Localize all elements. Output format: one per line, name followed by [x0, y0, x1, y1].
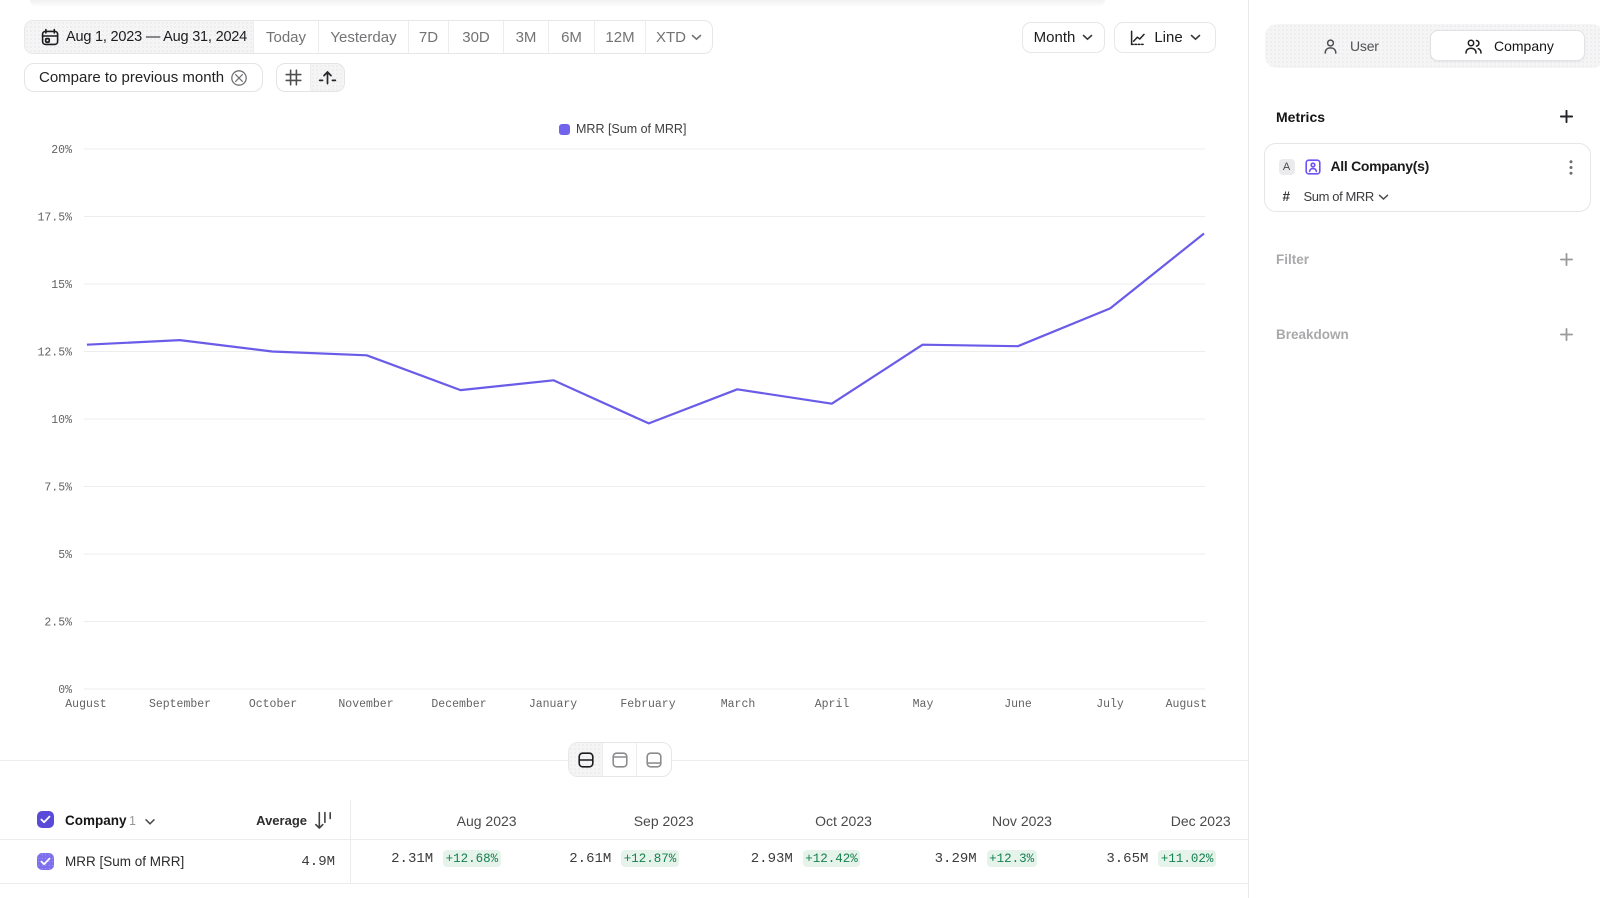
svg-text:October: October: [249, 698, 297, 711]
svg-text:April: April: [815, 698, 850, 711]
svg-text:20%: 20%: [51, 144, 72, 157]
svg-text:September: September: [149, 698, 211, 711]
svg-text:August: August: [1166, 698, 1207, 711]
svg-text:May: May: [913, 698, 934, 711]
svg-text:2.5%: 2.5%: [44, 617, 72, 630]
svg-text:15%: 15%: [51, 279, 72, 292]
svg-text:March: March: [721, 698, 756, 711]
svg-text:August: August: [65, 698, 106, 711]
svg-text:July: July: [1096, 698, 1124, 711]
svg-text:December: December: [431, 698, 486, 711]
svg-text:0%: 0%: [58, 684, 72, 697]
svg-text:5%: 5%: [58, 549, 72, 562]
svg-text:February: February: [620, 698, 675, 711]
svg-text:7.5%: 7.5%: [44, 482, 72, 495]
svg-text:10%: 10%: [51, 414, 72, 427]
svg-text:January: January: [529, 698, 577, 711]
svg-text:17.5%: 17.5%: [37, 212, 72, 225]
svg-text:June: June: [1004, 698, 1032, 711]
svg-text:12.5%: 12.5%: [37, 347, 72, 360]
svg-text:November: November: [338, 698, 393, 711]
